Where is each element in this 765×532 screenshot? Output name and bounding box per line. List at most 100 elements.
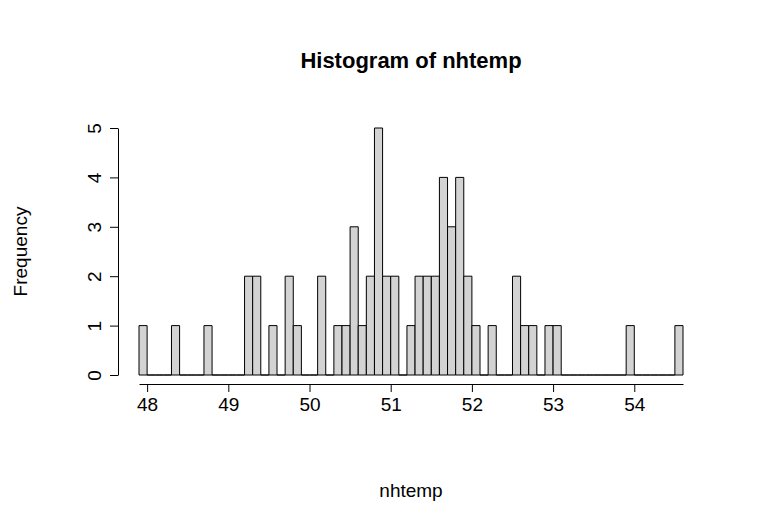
- y-tick-mark: [110, 326, 118, 327]
- bar: [180, 375, 188, 376]
- y-tick-label: 5: [84, 123, 105, 134]
- x-tick-mark: [634, 384, 635, 392]
- x-axis: 48 49 50 51 52 53 54: [137, 384, 683, 415]
- bar: [610, 375, 618, 376]
- x-tick-mark: [472, 384, 473, 392]
- y-tick: 0: [84, 370, 118, 381]
- bar: [659, 375, 667, 376]
- y-tick-mark: [110, 276, 118, 277]
- y-tick-mark: [110, 375, 118, 376]
- bar: [618, 375, 626, 376]
- y-tick-label: 0: [84, 370, 105, 381]
- x-tick: 49: [218, 384, 239, 415]
- bar: [626, 326, 634, 375]
- x-tick-label: 51: [381, 394, 402, 415]
- bar: [310, 375, 318, 376]
- x-tick-label: 54: [624, 394, 646, 415]
- bar: [326, 375, 334, 376]
- bar: [480, 375, 488, 376]
- bar: [431, 276, 439, 375]
- y-tick-mark: [110, 128, 118, 129]
- bar: [293, 326, 301, 375]
- x-tick-label: 49: [218, 394, 239, 415]
- bar: [383, 276, 391, 375]
- y-tick: 1: [84, 321, 118, 332]
- bar: [301, 375, 309, 376]
- bar: [342, 326, 350, 375]
- x-tick: 52: [462, 384, 483, 415]
- bar: [602, 375, 610, 376]
- x-axis-title: nhtemp: [379, 480, 442, 501]
- x-tick: 48: [137, 384, 158, 415]
- x-tick: 50: [299, 384, 320, 415]
- bar: [366, 276, 374, 375]
- bar: [634, 375, 642, 376]
- y-tick-label: 2: [84, 271, 105, 282]
- y-tick-mark: [110, 177, 118, 178]
- bar: [488, 326, 496, 375]
- bar: [553, 326, 561, 375]
- bar: [350, 227, 358, 375]
- bar: [220, 375, 228, 376]
- title: Histogram of nhtemp: [300, 48, 521, 73]
- bar: [147, 375, 155, 376]
- bar: [537, 375, 545, 376]
- bar: [318, 276, 326, 375]
- bar: [163, 375, 171, 376]
- bar: [253, 276, 261, 375]
- bar: [504, 375, 512, 376]
- bar: [171, 326, 179, 375]
- bar: [423, 276, 431, 375]
- y-tick: 3: [84, 222, 118, 233]
- bar: [399, 375, 407, 376]
- bar: [261, 375, 269, 376]
- bar: [496, 375, 504, 376]
- bar: [448, 227, 456, 375]
- y-tick: 4: [84, 172, 118, 183]
- bar: [456, 177, 464, 375]
- bar: [269, 326, 277, 375]
- x-tick-label: 52: [462, 394, 483, 415]
- bar: [642, 375, 650, 376]
- bar: [204, 326, 212, 375]
- y-axis-title: Frequency: [10, 206, 31, 296]
- bar: [464, 276, 472, 375]
- x-tick-mark: [228, 384, 229, 392]
- bar: [577, 375, 585, 376]
- bars: [139, 128, 683, 375]
- x-tick-mark: [553, 384, 554, 392]
- y-tick: 2: [84, 271, 118, 282]
- bar: [374, 128, 382, 375]
- bar: [586, 375, 594, 376]
- bar: [521, 326, 529, 375]
- x-tick: 51: [381, 384, 402, 415]
- bar: [212, 375, 220, 376]
- y-tick-label: 3: [84, 222, 105, 233]
- y-axis: 0 1 2 3 4 5: [84, 123, 119, 381]
- y-tick-label: 4: [84, 172, 105, 183]
- x-tick: 53: [543, 384, 564, 415]
- x-tick-mark: [147, 384, 148, 392]
- y-tick: 5: [84, 123, 118, 134]
- bar: [529, 326, 537, 375]
- chart: Histogram of nhtemp 48 49 50 51 52 53 54 0 1 2 3 4 5 n…: [0, 0, 765, 532]
- bar: [139, 326, 147, 375]
- bar: [188, 375, 196, 376]
- bar: [236, 375, 244, 376]
- bar: [415, 276, 423, 375]
- bar: [285, 276, 293, 375]
- bar: [155, 375, 163, 376]
- x-tick-label: 50: [299, 394, 320, 415]
- y-axis-line: [118, 129, 119, 376]
- bar: [228, 375, 236, 376]
- y-tick-label: 1: [84, 321, 105, 332]
- x-tick-mark: [391, 384, 392, 392]
- bar: [439, 177, 447, 375]
- bar: [334, 326, 342, 375]
- x-axis-line: [140, 384, 684, 385]
- bar: [545, 326, 553, 375]
- bar: [667, 375, 675, 376]
- bar: [245, 276, 253, 375]
- bar: [561, 375, 569, 376]
- bar: [512, 276, 520, 375]
